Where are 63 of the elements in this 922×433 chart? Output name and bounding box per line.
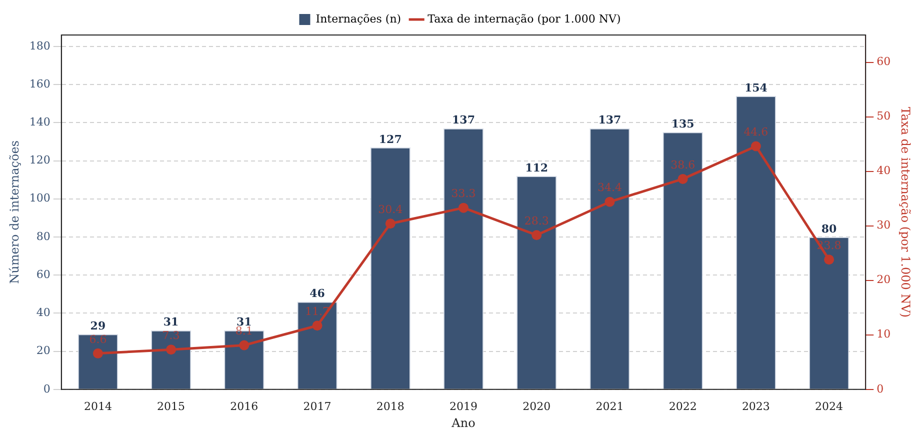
y-tick-label: 120 [29,154,50,167]
data-label: 29 [90,320,106,333]
data-label: 38.6 [670,158,696,172]
y-axis-title: Número de internações [7,140,22,284]
y2-tick-label: 20 [876,273,891,286]
y2-tick-label: 40 [876,164,891,178]
x-tick-label: 2023 [742,400,770,413]
y-tick-label: 80 [36,230,50,243]
data-label: 135 [671,118,694,131]
data-label: 34.4 [597,181,622,194]
x-tick-label: 2018 [376,400,404,413]
point [312,320,322,331]
point [604,196,615,207]
data-label: 137 [452,114,475,127]
point [385,218,396,229]
data-label: 6.6 [89,332,107,346]
x-tick-label: 2024 [815,400,844,413]
data-label: 112 [525,161,548,174]
y-tick-label: 180 [29,39,50,52]
y-tick-label: 160 [29,77,50,90]
point [750,141,761,152]
x-tick-label: 2020 [522,400,551,413]
legend-label: Internações (n) [316,12,402,26]
x-tick-label: 2015 [157,400,186,413]
y-tick-label: 40 [36,306,50,320]
x-tick-label: 2021 [596,400,624,413]
y2-axis-title: Taxa de internação (por 1.000 NV) [898,106,913,318]
data-label: 31 [163,316,179,329]
point [532,230,542,240]
data-label: 8.1 [235,324,253,338]
data-label: 137 [598,114,622,127]
data-label: 7.3 [162,328,180,342]
y-tick-label: 0 [43,382,50,396]
x-tick-label: 2016 [230,400,258,413]
data-label: 30.4 [378,203,403,216]
point [458,202,468,213]
y-tick-label: 140 [29,116,50,129]
y2-tick-label: 60 [876,55,891,68]
data-label: 80 [821,222,838,236]
x-tick-label: 2019 [450,400,478,413]
point [824,254,834,265]
data-label: 28.3 [524,214,549,228]
y-tick-label: 60 [36,268,50,281]
y2-tick-label: 10 [876,328,891,341]
y-tick-label: 100 [29,192,50,205]
x-axis-title: Ano [450,416,476,430]
data-label: 33.3 [451,187,476,200]
x-tick-label: 2022 [668,400,697,413]
x-tick-label: 2014 [84,400,112,413]
y-tick-label: 20 [36,344,50,358]
data-label: 44.6 [744,126,768,139]
y2-tick-label: 50 [876,110,891,123]
y2-tick-label: 30 [876,218,891,232]
data-label: 154 [744,81,768,94]
data-label: 46 [310,287,326,300]
legend-label: Taxa de internação (por 1.000 NV) [428,12,621,26]
point [92,348,103,358]
point [239,340,250,350]
y2-tick-label: 0 [876,382,884,396]
point [166,344,176,355]
x-tick-label: 2017 [303,400,332,413]
point [678,174,688,184]
data-label: 127 [378,132,402,146]
